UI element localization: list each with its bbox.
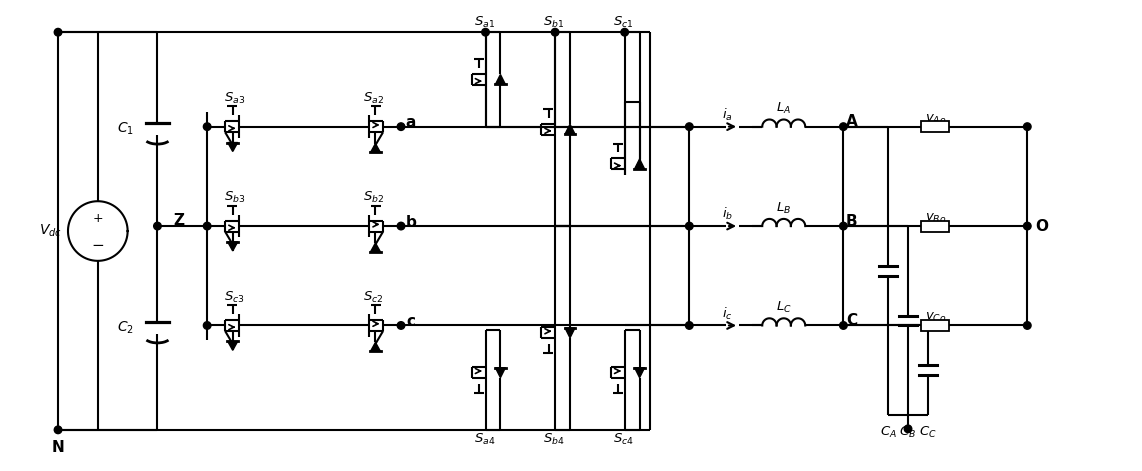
Polygon shape — [227, 341, 238, 350]
FancyBboxPatch shape — [922, 220, 949, 232]
Text: $C_2$: $C_2$ — [118, 320, 134, 336]
Text: $C_1$: $C_1$ — [118, 121, 134, 138]
Circle shape — [621, 28, 628, 36]
Circle shape — [1023, 123, 1031, 130]
Text: $C_A$: $C_A$ — [879, 425, 896, 440]
Text: $v_{Ao}$: $v_{Ao}$ — [925, 113, 946, 126]
Text: $C_B$: $C_B$ — [900, 425, 917, 440]
Polygon shape — [370, 144, 380, 153]
Text: c: c — [407, 314, 416, 329]
Polygon shape — [370, 342, 380, 351]
Text: b: b — [405, 215, 417, 229]
Circle shape — [839, 322, 847, 329]
Text: $i_c$: $i_c$ — [722, 306, 732, 322]
Text: +: + — [93, 211, 103, 225]
Text: −: − — [91, 238, 104, 253]
Text: +: + — [920, 320, 931, 331]
Text: $C_C$: $C_C$ — [919, 425, 936, 440]
Polygon shape — [496, 74, 506, 84]
Text: C: C — [846, 313, 856, 328]
Circle shape — [55, 28, 62, 36]
Circle shape — [839, 222, 847, 230]
Text: $S_{b4}$: $S_{b4}$ — [544, 432, 565, 447]
Text: $S_{a3}$: $S_{a3}$ — [224, 91, 246, 106]
Text: O: O — [1036, 219, 1048, 234]
Text: Z: Z — [174, 212, 185, 227]
Polygon shape — [635, 368, 644, 378]
Text: $v_{Co}$: $v_{Co}$ — [925, 311, 946, 325]
Circle shape — [1023, 222, 1031, 230]
Circle shape — [397, 123, 404, 130]
Text: $S_{a1}$: $S_{a1}$ — [474, 15, 496, 30]
Polygon shape — [370, 243, 380, 252]
Text: $S_{b2}$: $S_{b2}$ — [363, 190, 384, 205]
Text: $v_{Bo}$: $v_{Bo}$ — [925, 212, 946, 225]
FancyBboxPatch shape — [922, 320, 949, 331]
Text: $S_{c2}$: $S_{c2}$ — [363, 290, 384, 305]
Polygon shape — [565, 328, 574, 338]
Text: −: − — [939, 120, 951, 134]
Circle shape — [397, 322, 404, 329]
Text: −: − — [939, 219, 951, 233]
Polygon shape — [227, 242, 238, 251]
Text: B: B — [845, 213, 858, 228]
Text: a: a — [405, 115, 416, 130]
Circle shape — [203, 123, 211, 130]
Text: $i_a$: $i_a$ — [722, 106, 732, 123]
Text: N: N — [51, 440, 64, 455]
Text: $S_{b1}$: $S_{b1}$ — [544, 15, 565, 30]
Text: $S_{c3}$: $S_{c3}$ — [225, 290, 246, 305]
Circle shape — [1023, 322, 1031, 329]
Text: $S_{c4}$: $S_{c4}$ — [613, 432, 634, 447]
Text: $L_A$: $L_A$ — [777, 101, 791, 116]
Polygon shape — [635, 159, 644, 169]
Circle shape — [904, 425, 911, 433]
Circle shape — [685, 222, 693, 230]
Text: −: − — [939, 318, 951, 333]
Text: A: A — [845, 114, 858, 129]
Polygon shape — [496, 368, 506, 378]
Text: +: + — [920, 221, 931, 231]
FancyBboxPatch shape — [922, 121, 949, 132]
Polygon shape — [565, 124, 574, 134]
Text: $L_B$: $L_B$ — [777, 201, 791, 216]
Polygon shape — [227, 143, 238, 152]
Circle shape — [685, 123, 693, 130]
Text: $S_{c1}$: $S_{c1}$ — [613, 15, 634, 30]
Circle shape — [482, 28, 489, 36]
Text: $V_{dc}$: $V_{dc}$ — [39, 223, 62, 239]
Text: $S_{a2}$: $S_{a2}$ — [363, 91, 384, 106]
Circle shape — [552, 28, 558, 36]
Text: $i_b$: $i_b$ — [722, 206, 733, 222]
Circle shape — [203, 322, 211, 329]
Circle shape — [397, 222, 404, 230]
Circle shape — [154, 222, 161, 230]
Text: $S_{a4}$: $S_{a4}$ — [474, 432, 496, 447]
Circle shape — [685, 322, 693, 329]
Text: +: + — [920, 122, 931, 132]
Text: $L_C$: $L_C$ — [775, 300, 791, 315]
Text: $S_{b3}$: $S_{b3}$ — [224, 190, 246, 205]
Circle shape — [839, 123, 847, 130]
Circle shape — [55, 426, 62, 434]
Circle shape — [203, 222, 211, 230]
